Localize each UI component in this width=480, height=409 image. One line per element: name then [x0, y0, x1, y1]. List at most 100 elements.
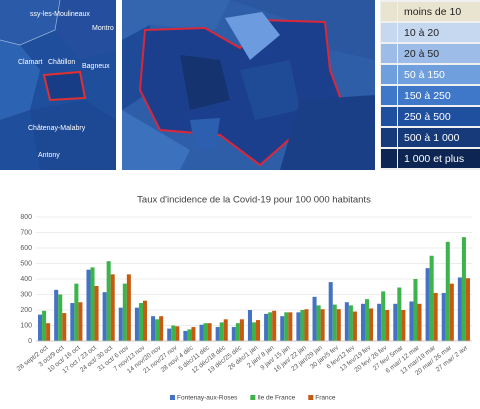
legend-swatch	[381, 23, 397, 42]
bar	[215, 327, 220, 341]
bar	[413, 279, 418, 341]
bar	[328, 282, 333, 341]
bar	[239, 319, 244, 341]
bar	[142, 300, 148, 341]
bar	[46, 323, 51, 341]
bar	[235, 323, 240, 341]
legend-swatch	[381, 107, 397, 126]
legend-label: Ile de France	[257, 395, 295, 402]
bar	[70, 303, 75, 341]
y-tick-label: 300	[20, 291, 32, 298]
bar	[401, 310, 406, 341]
bar	[86, 269, 91, 341]
bar	[381, 291, 386, 341]
map-label: Châtillon	[48, 59, 75, 66]
bar	[377, 303, 382, 341]
bar	[320, 309, 325, 341]
bar	[155, 319, 160, 341]
bar	[90, 267, 95, 341]
bar	[187, 329, 192, 341]
bar	[264, 313, 269, 341]
bar	[280, 316, 285, 341]
bar	[397, 287, 402, 341]
legend-swatch	[250, 395, 256, 400]
bar	[138, 303, 143, 341]
bar	[110, 274, 115, 341]
map-label: Clamart	[18, 59, 43, 66]
bar	[183, 330, 188, 341]
bar	[465, 278, 470, 341]
legend-band	[398, 86, 480, 105]
legend-swatch	[170, 395, 175, 400]
bar	[360, 303, 366, 341]
legend-label: moins de 10	[404, 6, 461, 18]
map-label: ssy-les-Moulineaux	[30, 11, 90, 18]
bar	[58, 294, 63, 341]
bar	[425, 268, 430, 341]
bar	[231, 327, 236, 341]
bar	[441, 292, 446, 341]
bar	[106, 261, 111, 341]
bar	[429, 255, 434, 341]
legend-band	[398, 65, 480, 84]
y-tick-label: 700	[20, 229, 32, 236]
bar	[433, 292, 438, 341]
bar	[385, 310, 390, 341]
map-legend: moins de 10 10 à 20 20 à 50 50 à 150 150 à 2…	[380, 0, 480, 170]
left-map: ssy-les-Moulineaux Montro Clamart Châtil…	[0, 0, 116, 170]
bar	[284, 312, 289, 341]
legend-band	[398, 107, 480, 126]
bar	[272, 310, 277, 341]
y-tick-label: 0	[28, 338, 32, 345]
legend-swatch	[381, 44, 397, 63]
bar	[332, 304, 337, 341]
bar	[171, 325, 176, 341]
legend-swatch	[381, 65, 397, 84]
bar	[365, 299, 370, 341]
bar	[461, 237, 466, 341]
map-label: Montro	[92, 25, 114, 32]
legend-label: 50 à 150	[404, 69, 445, 81]
bar	[449, 283, 454, 341]
legend-band	[398, 128, 480, 147]
legend-band	[398, 23, 480, 42]
bar	[300, 310, 305, 341]
legend-label: France	[315, 395, 336, 402]
y-tick-label: 400	[20, 276, 32, 283]
legend-band	[398, 149, 480, 168]
bar	[268, 312, 273, 341]
bar	[296, 312, 301, 341]
bar	[304, 309, 309, 341]
bar	[251, 322, 257, 341]
bar	[352, 311, 357, 341]
bar	[417, 303, 422, 341]
y-tick-label: 500	[20, 260, 32, 267]
bar	[175, 326, 180, 341]
bar	[344, 302, 349, 341]
bar	[199, 324, 204, 341]
y-tick-label: 200	[20, 307, 32, 314]
legend-label: Fontenay-aux-Roses	[177, 395, 238, 402]
bar	[256, 320, 261, 341]
bar	[312, 296, 317, 341]
bar	[78, 302, 83, 341]
legend-label: 150 à 250	[404, 90, 451, 102]
bar	[393, 303, 398, 341]
bar	[457, 277, 462, 341]
legend-label: 20 à 50	[404, 48, 439, 60]
bar	[409, 301, 414, 341]
bar	[369, 308, 374, 341]
legend-label: 10 à 20	[404, 27, 439, 39]
bar	[348, 305, 353, 341]
legend-swatch	[308, 395, 314, 400]
bar	[167, 328, 172, 341]
bar	[316, 305, 321, 341]
bar	[203, 323, 208, 341]
zoom-map	[122, 0, 375, 170]
bar	[122, 283, 127, 341]
bar	[288, 312, 293, 341]
map-label: Bagneux	[82, 63, 110, 70]
legend-band	[398, 44, 480, 63]
bar	[134, 307, 139, 341]
